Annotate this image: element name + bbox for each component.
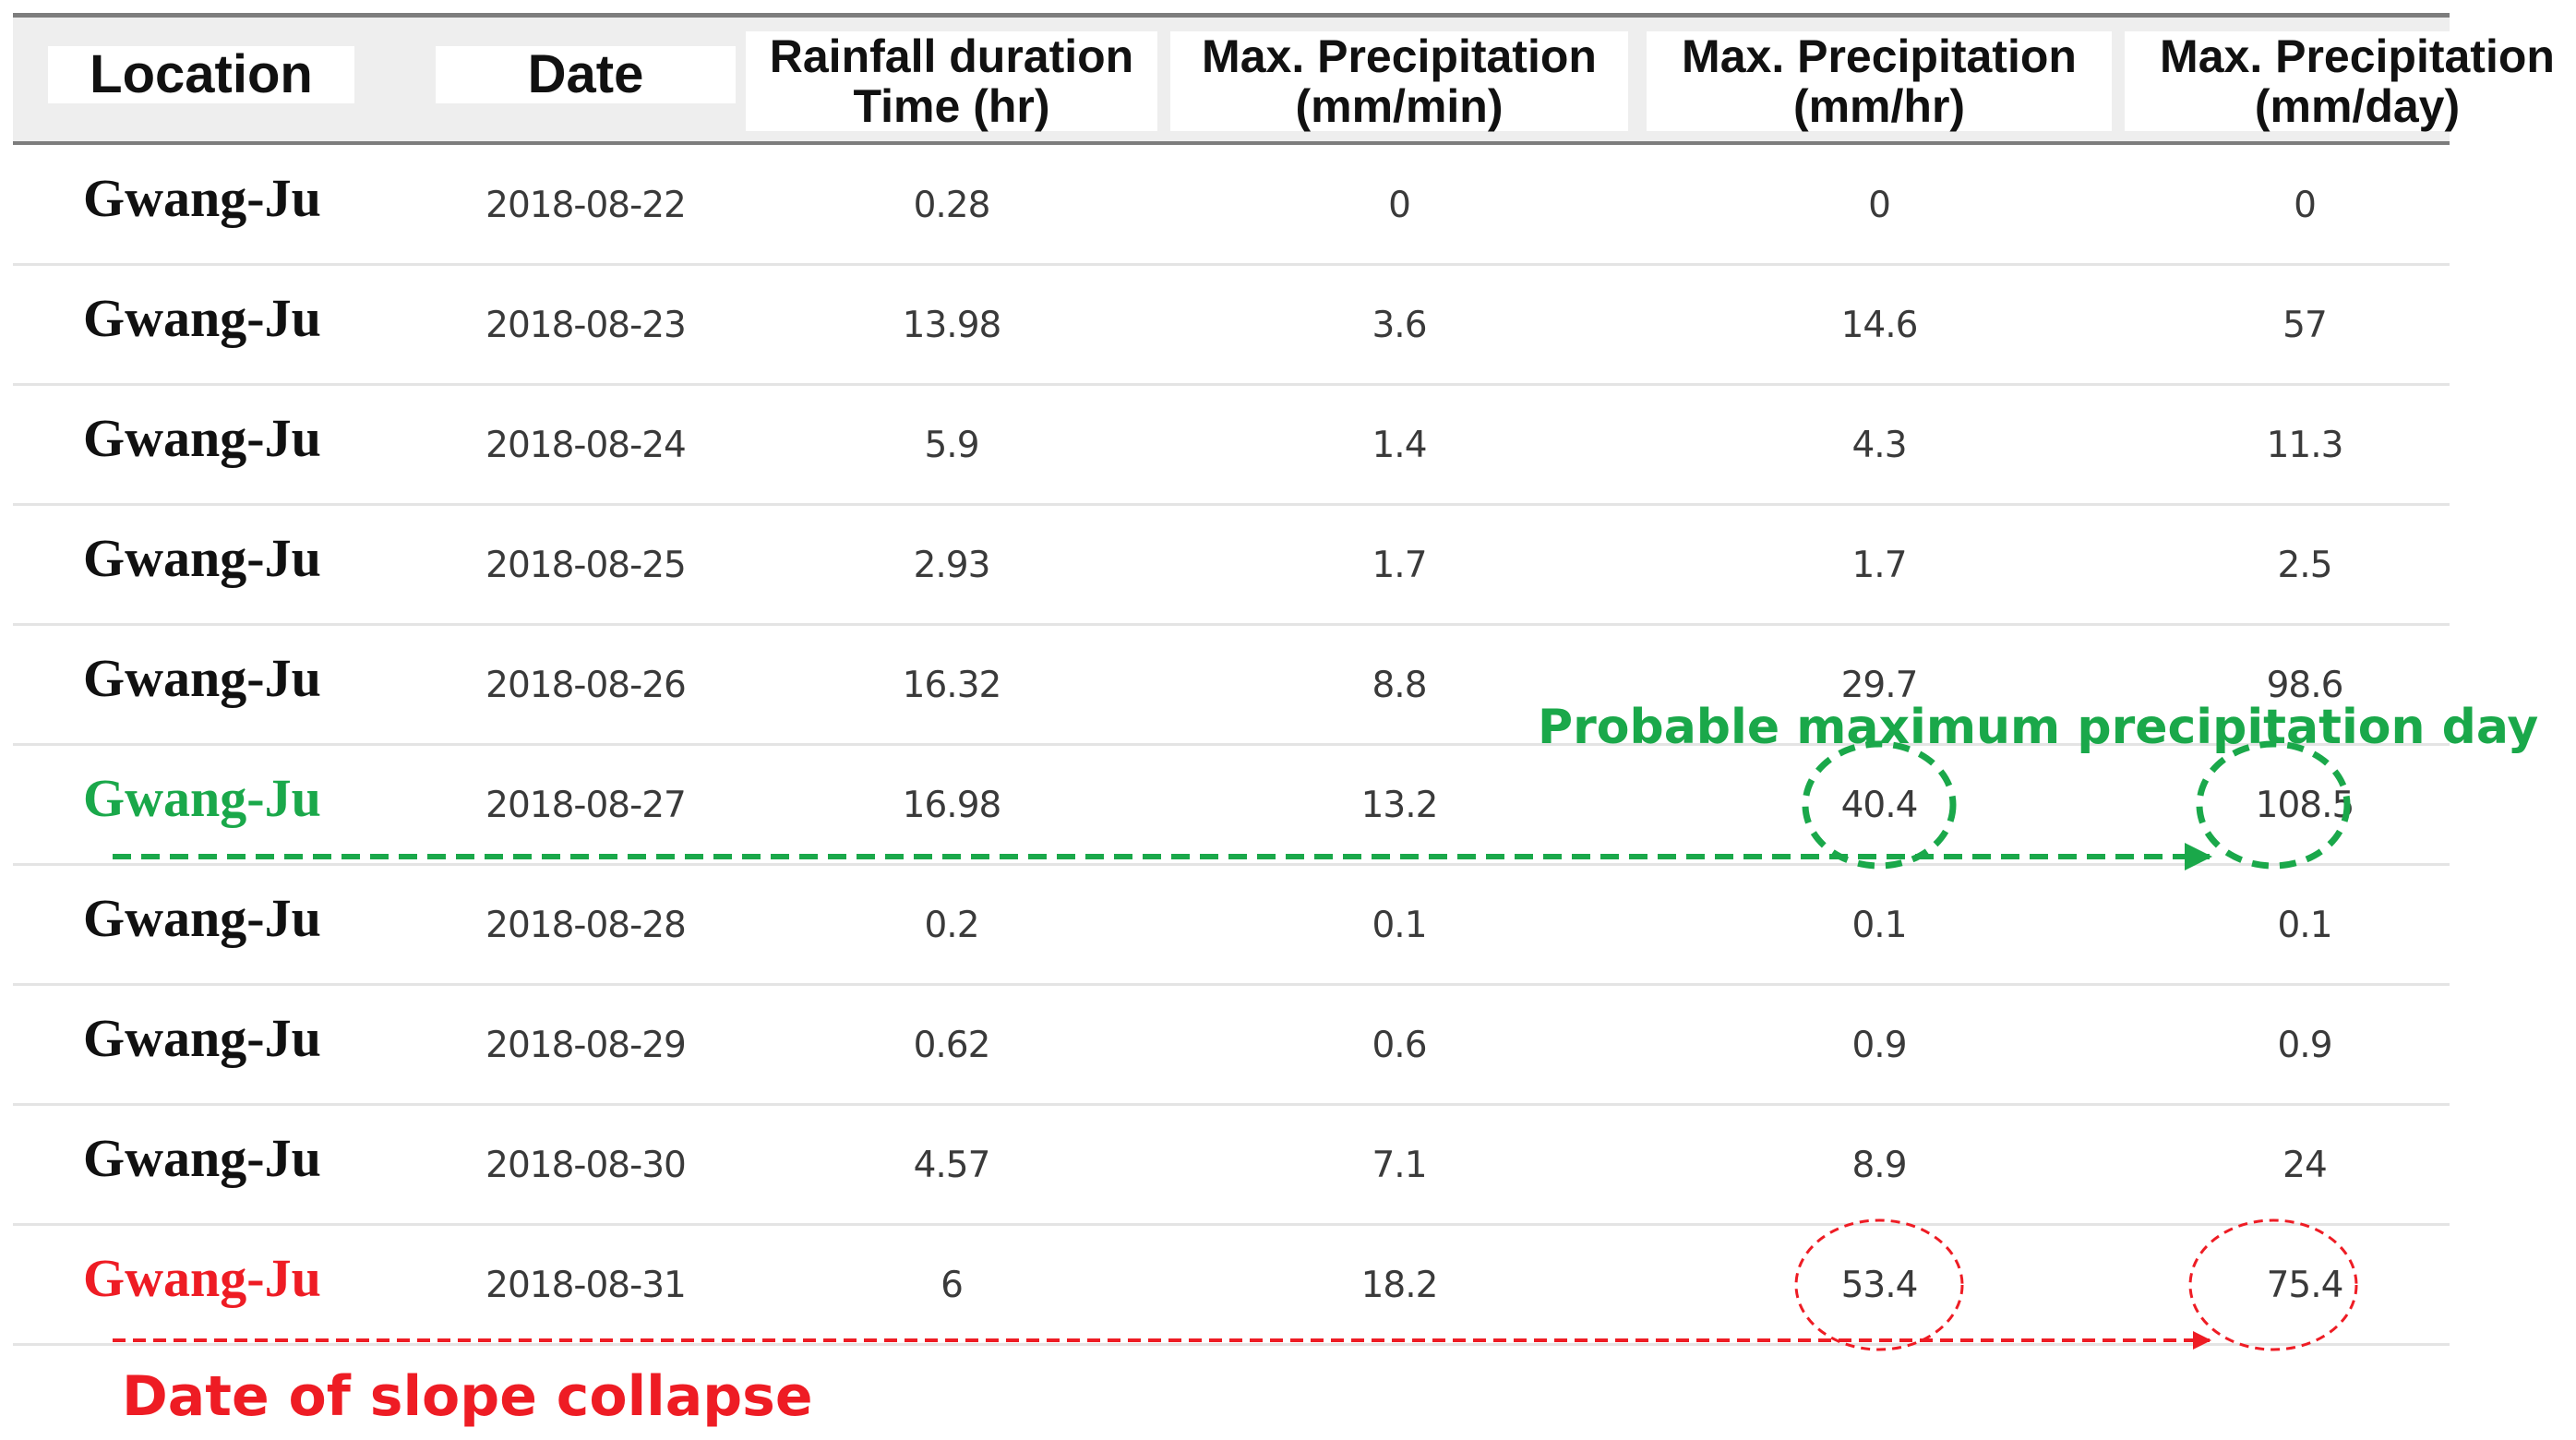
duration-cell: 0.28 [913,184,991,226]
date-cell: 2018-08-28 [485,904,687,946]
slope-collapse-label: Date of slope collapse [122,1364,813,1429]
mm-day-cell: 0 [2294,184,2317,226]
date-cell: 2018-08-26 [485,664,687,706]
date-cell: 2018-08-31 [485,1264,687,1306]
row-divider [13,983,2450,986]
mm-min-cell: 0.6 [1372,1024,1427,1066]
row-divider [13,263,2450,266]
duration-cell: 2.93 [913,544,991,586]
column-header-mm-min: Max. Precipitation (mm/min) [1170,31,1628,131]
row-divider [13,1223,2450,1226]
location-cell: Gwang-Ju [83,167,321,228]
mm-min-cell: 1.4 [1372,424,1427,466]
precipitation-table: Location Date Rainfall duration Time (hr… [13,13,2576,1429]
duration-cell: 16.98 [902,784,1002,826]
row-divider [13,383,2450,386]
duration-cell: 13.98 [902,304,1002,346]
duration-cell: 4.57 [913,1144,991,1186]
location-cell: Gwang-Ju [83,1247,321,1308]
mm-min-cell: 7.1 [1372,1144,1427,1186]
location-cell: Gwang-Ju [83,887,321,948]
location-cell: Gwang-Ju [83,287,321,348]
mm-hr-cell: 40.4 [1840,784,1919,826]
mm-day-cell: 98.6 [2266,664,2344,706]
date-cell: 2018-08-23 [485,304,687,346]
annotation-overlay [113,740,2358,1351]
duration-cell: 0.62 [913,1024,991,1066]
row-divider [13,503,2450,506]
mm-day-cell: 0.1 [2277,904,2332,946]
date-cell: 2018-08-27 [485,784,687,826]
mm-day-cell: 2.5 [2277,544,2332,586]
mm-hr-cell: 0.9 [1851,1024,1907,1066]
mm-day-cell: 75.4 [2266,1264,2344,1306]
column-header-location: Location [48,46,354,103]
location-cell: Gwang-Ju [83,407,321,468]
date-cell: 2018-08-24 [485,424,687,466]
mm-min-cell: 18.2 [1360,1264,1439,1306]
mm-hr-cell: 8.9 [1851,1144,1907,1186]
location-cell: Gwang-Ju [83,767,321,828]
row-divider [13,743,2450,746]
mm-min-cell: 0.1 [1372,904,1427,946]
slope-collapse-circle-mm-hr [1794,1218,1964,1351]
column-header-mm-hr: Max. Precipitation (mm/hr) [1647,31,2112,131]
column-header-date: Date [436,46,736,103]
slope-collapse-circle-mm-day [2188,1218,2358,1351]
date-cell: 2018-08-29 [485,1024,687,1066]
mm-day-cell: 24 [2282,1144,2328,1186]
mm-day-cell: 108.5 [2255,784,2355,826]
mm-hr-cell: 14.6 [1840,304,1919,346]
location-cell: Gwang-Ju [83,647,321,708]
mm-min-cell: 3.6 [1372,304,1427,346]
row-divider [13,863,2450,866]
duration-cell: 6 [941,1264,964,1306]
mm-min-cell: 0 [1388,184,1411,226]
table-header-rule [13,141,2450,145]
column-header-mm-day: Max. Precipitation (mm/day) [2125,31,2576,131]
row-divider [13,1343,2450,1346]
location-cell: Gwang-Ju [83,1127,321,1188]
date-cell: 2018-08-30 [485,1144,687,1186]
duration-cell: 5.9 [924,424,979,466]
location-cell: Gwang-Ju [83,527,321,588]
location-cell: Gwang-Ju [83,1007,321,1068]
row-divider [13,1103,2450,1106]
mm-hr-cell: 4.3 [1851,424,1907,466]
mm-hr-cell: 0 [1868,184,1891,226]
date-cell: 2018-08-22 [485,184,687,226]
mm-day-cell: 11.3 [2266,424,2344,466]
probable-max-circle-mm-day [2196,740,2351,870]
mm-min-cell: 13.2 [1360,784,1439,826]
mm-day-cell: 57 [2282,304,2328,346]
table-top-rule [13,13,2450,18]
date-cell: 2018-08-25 [485,544,687,586]
mm-hr-cell: 1.7 [1851,544,1907,586]
mm-hr-cell: 29.7 [1840,664,1919,706]
mm-min-cell: 8.8 [1372,664,1427,706]
mm-hr-cell: 53.4 [1840,1264,1919,1306]
mm-hr-cell: 0.1 [1851,904,1907,946]
mm-min-cell: 1.7 [1372,544,1427,586]
probable-max-circle-mm-hr [1802,740,1957,870]
row-divider [13,623,2450,626]
duration-cell: 0.2 [924,904,979,946]
duration-cell: 16.32 [902,664,1002,706]
column-header-duration: Rainfall duration Time (hr) [746,31,1157,131]
mm-day-cell: 0.9 [2277,1024,2332,1066]
probable-max-precipitation-label: Probable maximum precipitation day [1538,700,2539,755]
